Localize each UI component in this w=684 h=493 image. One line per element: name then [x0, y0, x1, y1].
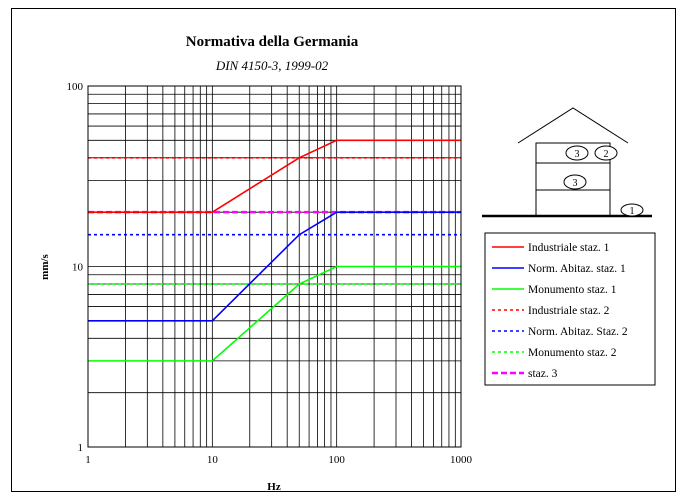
station-2-label: 2 — [604, 149, 609, 160]
chart-frame: Normativa della Germania DIN 4150-3, 199… — [11, 8, 676, 493]
legend-label-3: Monumento staz. 1 — [528, 284, 617, 296]
legend-label-4: Industriale staz. 2 — [528, 305, 610, 317]
building-diagram: 3 2 3 1 — [482, 107, 652, 218]
x-tick-label: 10 — [207, 454, 219, 466]
building-walls — [535, 142, 611, 216]
station-1-marker — [620, 203, 644, 217]
y-tick-label: 100 — [67, 81, 84, 93]
series-layer — [88, 139, 461, 362]
legend-label-1: Industriale staz. 1 — [528, 242, 610, 254]
y-tick-label: 10 — [72, 262, 84, 274]
legend-label-2: Norm. Abitaz. staz. 1 — [528, 263, 626, 275]
chart-svg: Normativa della Germania DIN 4150-3, 199… — [39, 34, 656, 493]
chart-subtitle: DIN 4150-3, 1999-02 — [215, 58, 329, 73]
y-tick-label: 1 — [78, 442, 84, 454]
legend: Industriale staz. 1 Norm. Abitaz. staz. 1… — [492, 242, 628, 380]
plot-border — [87, 85, 462, 448]
series-line-1 — [88, 139, 461, 213]
chart-title: Normativa della Germania — [186, 34, 359, 50]
station-3-label-lower: 3 — [573, 178, 578, 189]
x-axis-label: Hz — [267, 481, 281, 493]
legend-label-5: Norm. Abitaz. Staz. 2 — [528, 326, 628, 338]
station-3-marker-lower — [563, 174, 587, 190]
station-1-label: 1 — [630, 206, 635, 217]
station-2-marker — [594, 145, 618, 161]
x-tick-label: 1 — [85, 454, 91, 466]
y-axis-label: mm/s — [39, 253, 51, 279]
station-3-label-upper: 3 — [575, 149, 580, 160]
series-line-2 — [88, 211, 461, 322]
legend-label-7: staz. 3 — [528, 368, 558, 380]
series-line-3 — [88, 265, 461, 362]
building-roof — [517, 107, 629, 144]
x-tick-label: 100 — [328, 454, 345, 466]
x-tick-label: 1000 — [450, 454, 473, 466]
legend-box — [484, 232, 656, 386]
station-3-marker-upper — [565, 145, 589, 161]
legend-label-6: Monumento staz. 2 — [528, 347, 617, 359]
tick-labels: 1 10 100 1000 1 10 100 — [67, 81, 473, 466]
